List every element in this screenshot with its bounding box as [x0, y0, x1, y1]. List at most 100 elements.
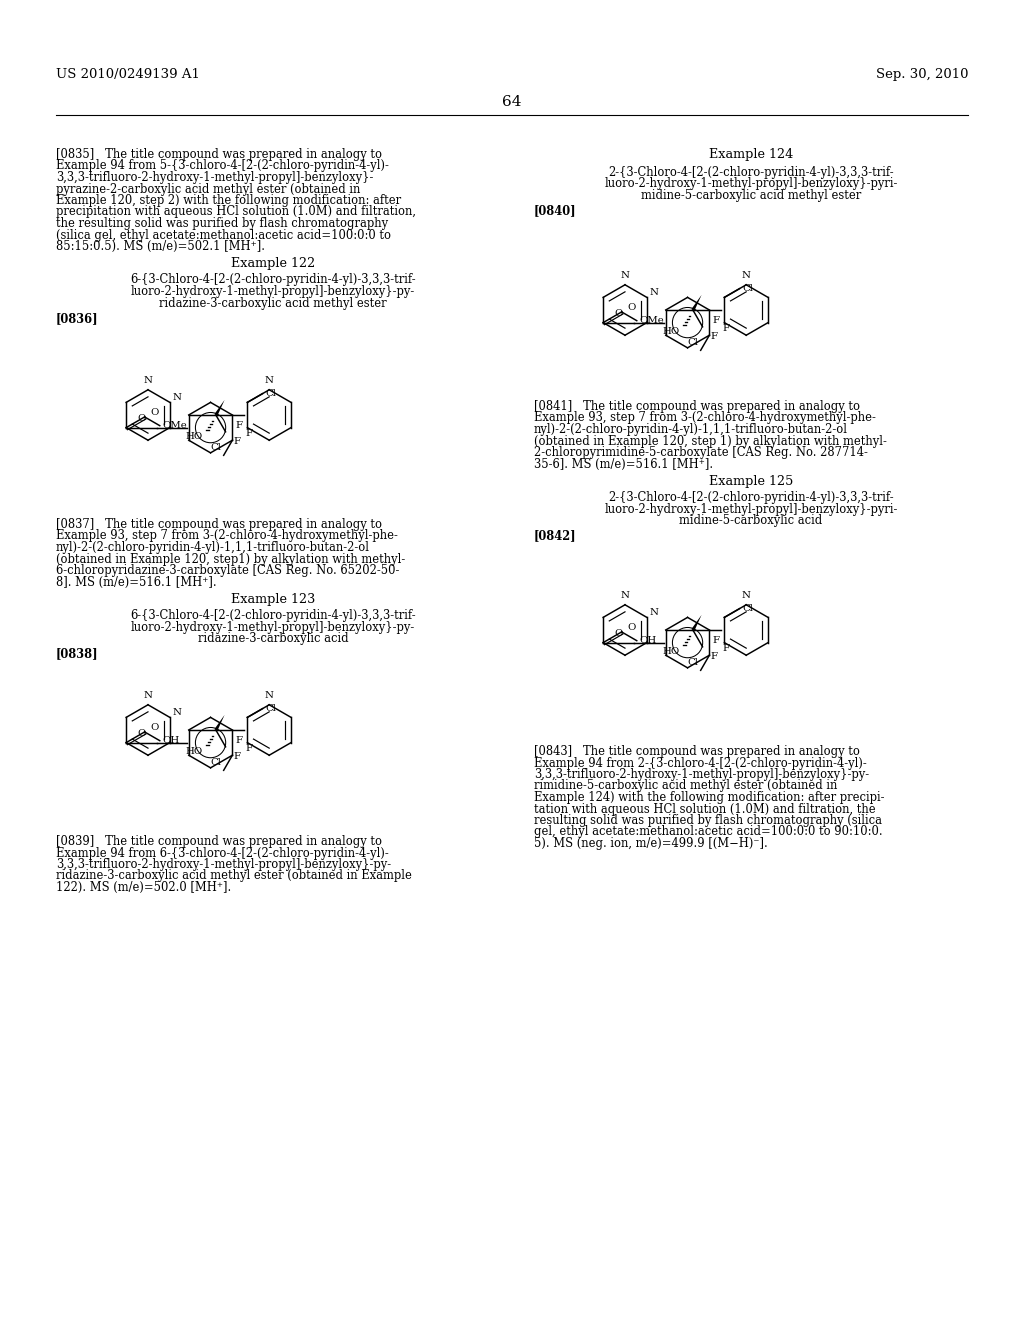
- Text: O: O: [151, 723, 159, 733]
- Text: Example 94 from 6-{3-chloro-4-[2-(2-chloro-pyridin-4-yl)-: Example 94 from 6-{3-chloro-4-[2-(2-chlo…: [56, 846, 389, 859]
- Text: F: F: [246, 429, 253, 438]
- Text: N: N: [265, 692, 273, 701]
- Text: F: F: [723, 644, 729, 653]
- Text: HO: HO: [186, 747, 203, 756]
- Text: HO: HO: [186, 432, 203, 441]
- Text: 122). MS (m/e)=502.0 [MH⁺].: 122). MS (m/e)=502.0 [MH⁺].: [56, 880, 231, 894]
- Text: O: O: [151, 408, 159, 417]
- Text: N: N: [650, 289, 659, 297]
- Text: 2-chloropyrimidine-5-carboxylate [CAS Reg. No. 287714-: 2-chloropyrimidine-5-carboxylate [CAS Re…: [534, 446, 868, 459]
- Text: [0835]   The title compound was prepared in analogy to: [0835] The title compound was prepared i…: [56, 148, 382, 161]
- Text: 6-{3-Chloro-4-[2-(2-chloro-pyridin-4-yl)-3,3,3-trif-: 6-{3-Chloro-4-[2-(2-chloro-pyridin-4-yl)…: [130, 609, 416, 622]
- Polygon shape: [691, 615, 701, 631]
- Text: 5). MS (neg. ion, m/e)=499.9 [(M−H)⁻].: 5). MS (neg. ion, m/e)=499.9 [(M−H)⁻].: [534, 837, 768, 850]
- Text: midine-5-carboxylic acid: midine-5-carboxylic acid: [679, 513, 822, 527]
- Text: Cl: Cl: [211, 444, 221, 453]
- Text: OMe: OMe: [640, 317, 665, 325]
- Text: F: F: [233, 437, 241, 446]
- Text: Example 125: Example 125: [709, 475, 794, 488]
- Text: O: O: [628, 623, 636, 632]
- Polygon shape: [214, 400, 224, 416]
- Text: rimidine-5-carboxylic acid methyl ester (obtained in: rimidine-5-carboxylic acid methyl ester …: [534, 780, 838, 792]
- Text: N: N: [741, 272, 751, 280]
- Text: [0842]: [0842]: [534, 529, 577, 543]
- Text: luoro-2-hydroxy-1-methyl-propyl]-benzyloxy}-pyri-: luoro-2-hydroxy-1-methyl-propyl]-benzylo…: [604, 177, 898, 190]
- Text: pyrazine-2-carboxylic acid methyl ester (obtained in: pyrazine-2-carboxylic acid methyl ester …: [56, 182, 360, 195]
- Text: 2-{3-Chloro-4-[2-(2-chloro-pyridin-4-yl)-3,3,3-trif-: 2-{3-Chloro-4-[2-(2-chloro-pyridin-4-yl)…: [608, 166, 894, 180]
- Text: [0840]: [0840]: [534, 205, 577, 218]
- Text: N: N: [173, 709, 182, 718]
- Text: F: F: [233, 752, 241, 762]
- Text: 2-{3-Chloro-4-[2-(2-chloro-pyridin-4-yl)-3,3,3-trif-: 2-{3-Chloro-4-[2-(2-chloro-pyridin-4-yl)…: [608, 491, 894, 504]
- Text: 6-chloropyridazine-3-carboxylate [CAS Reg. No. 65202-50-: 6-chloropyridazine-3-carboxylate [CAS Re…: [56, 564, 399, 577]
- Text: 3,3,3-trifluoro-2-hydroxy-1-methyl-propyl]-benzyloxy}-py-: 3,3,3-trifluoro-2-hydroxy-1-methyl-propy…: [56, 858, 391, 871]
- Text: ridazine-3-carboxylic acid methyl ester (obtained in Example: ridazine-3-carboxylic acid methyl ester …: [56, 870, 412, 883]
- Text: 85:15:0.5). MS (m/e)=502.1 [MH⁺].: 85:15:0.5). MS (m/e)=502.1 [MH⁺].: [56, 240, 265, 253]
- Text: 35-6]. MS (m/e)=516.1 [MH⁺].: 35-6]. MS (m/e)=516.1 [MH⁺].: [534, 458, 713, 470]
- Text: Cl: Cl: [742, 284, 754, 293]
- Text: Cl: Cl: [688, 338, 698, 347]
- Text: Example 93, step 7 from 3-(2-chloro-4-hydroxymethyl-phe-: Example 93, step 7 from 3-(2-chloro-4-hy…: [56, 529, 398, 543]
- Text: N: N: [143, 376, 153, 385]
- Text: Example 120, step 2) with the following modification: after: Example 120, step 2) with the following …: [56, 194, 401, 207]
- Text: [0839]   The title compound was prepared in analogy to: [0839] The title compound was prepared i…: [56, 836, 382, 847]
- Text: N: N: [143, 692, 153, 701]
- Text: luoro-2-hydroxy-1-methyl-propyl]-benzyloxy}-py-: luoro-2-hydroxy-1-methyl-propyl]-benzylo…: [131, 620, 415, 634]
- Text: 8]. MS (m/e)=516.1 [MH⁺].: 8]. MS (m/e)=516.1 [MH⁺].: [56, 576, 217, 589]
- Text: OH: OH: [163, 737, 180, 746]
- Text: N: N: [265, 376, 273, 385]
- Text: (obtained in Example 120, step1) by alkylation with methyl-: (obtained in Example 120, step1) by alky…: [56, 553, 406, 565]
- Text: Example 123: Example 123: [230, 593, 315, 606]
- Text: F: F: [711, 333, 718, 342]
- Text: N: N: [621, 591, 630, 601]
- Text: Sep. 30, 2010: Sep. 30, 2010: [876, 69, 968, 81]
- Text: HO: HO: [663, 647, 680, 656]
- Text: F: F: [246, 744, 253, 754]
- Text: Cl: Cl: [265, 704, 276, 713]
- Text: Example 93, step 7 from 3-(2-chloro-4-hydroxymethyl-phe-: Example 93, step 7 from 3-(2-chloro-4-hy…: [534, 412, 876, 425]
- Text: F: F: [236, 421, 243, 430]
- Text: 3,3,3-trifluoro-2-hydroxy-1-methyl-propyl]-benzyloxy}-: 3,3,3-trifluoro-2-hydroxy-1-methyl-propy…: [56, 172, 374, 183]
- Text: Example 124: Example 124: [709, 148, 794, 161]
- Polygon shape: [691, 294, 701, 310]
- Text: F: F: [711, 652, 718, 661]
- Text: the resulting solid was purified by flash chromatography: the resulting solid was purified by flas…: [56, 216, 388, 230]
- Text: nyl)-2-(2-chloro-pyridin-4-yl)-1,1,1-trifluoro-butan-2-ol: nyl)-2-(2-chloro-pyridin-4-yl)-1,1,1-tri…: [534, 422, 848, 436]
- Text: precipitation with aqueous HCl solution (1.0M) and filtration,: precipitation with aqueous HCl solution …: [56, 206, 416, 219]
- Text: O: O: [137, 729, 145, 738]
- Text: resulting solid was purified by flash chromatography (silica: resulting solid was purified by flash ch…: [534, 814, 882, 828]
- Text: ridazine-3-carboxylic acid: ridazine-3-carboxylic acid: [198, 632, 348, 645]
- Text: Example 122: Example 122: [230, 257, 315, 271]
- Text: HO: HO: [663, 327, 680, 337]
- Text: luoro-2-hydroxy-1-methyl-propyl]-benzyloxy}-pyri-: luoro-2-hydroxy-1-methyl-propyl]-benzylo…: [604, 503, 898, 516]
- Text: gel, ethyl acetate:methanol:acetic acid=100:0:0 to 90:10:0.: gel, ethyl acetate:methanol:acetic acid=…: [534, 825, 883, 838]
- Text: F: F: [236, 737, 243, 746]
- Text: Example 94 from 5-{3-chloro-4-[2-(2-chloro-pyridin-4-yl)-: Example 94 from 5-{3-chloro-4-[2-(2-chlo…: [56, 160, 389, 173]
- Text: Cl: Cl: [688, 659, 698, 668]
- Text: OMe: OMe: [163, 421, 187, 430]
- Text: F: F: [713, 636, 720, 645]
- Text: Cl: Cl: [211, 759, 221, 767]
- Text: O: O: [628, 304, 636, 313]
- Text: F: F: [723, 325, 729, 334]
- Text: N: N: [173, 393, 182, 403]
- Text: [0841]   The title compound was prepared in analogy to: [0841] The title compound was prepared i…: [534, 400, 860, 413]
- Text: 64: 64: [502, 95, 522, 110]
- Text: Cl: Cl: [265, 389, 276, 399]
- Text: Cl: Cl: [742, 605, 754, 614]
- Text: luoro-2-hydroxy-1-methyl-propyl]-benzyloxy}-py-: luoro-2-hydroxy-1-methyl-propyl]-benzylo…: [131, 285, 415, 298]
- Text: [0843]   The title compound was prepared in analogy to: [0843] The title compound was prepared i…: [534, 744, 860, 758]
- Text: Example 124) with the following modification: after precipi-: Example 124) with the following modifica…: [534, 791, 885, 804]
- Text: tation with aqueous HCl solution (1.0M) and filtration, the: tation with aqueous HCl solution (1.0M) …: [534, 803, 876, 816]
- Text: nyl)-2-(2-chloro-pyridin-4-yl)-1,1,1-trifluoro-butan-2-ol: nyl)-2-(2-chloro-pyridin-4-yl)-1,1,1-tri…: [56, 541, 370, 554]
- Text: Example 94 from 2-{3-chloro-4-[2-(2-chloro-pyridin-4-yl)-: Example 94 from 2-{3-chloro-4-[2-(2-chlo…: [534, 756, 866, 770]
- Text: O: O: [614, 628, 623, 638]
- Text: OH: OH: [640, 636, 657, 645]
- Text: O: O: [137, 413, 145, 422]
- Text: [0836]: [0836]: [56, 312, 98, 325]
- Text: (silica gel, ethyl acetate:methanol:acetic acid=100:0:0 to: (silica gel, ethyl acetate:methanol:acet…: [56, 228, 391, 242]
- Polygon shape: [214, 715, 224, 731]
- Text: [0837]   The title compound was prepared in analogy to: [0837] The title compound was prepared i…: [56, 517, 382, 531]
- Text: O: O: [614, 309, 623, 318]
- Text: ridazine-3-carboxylic acid methyl ester: ridazine-3-carboxylic acid methyl ester: [159, 297, 387, 309]
